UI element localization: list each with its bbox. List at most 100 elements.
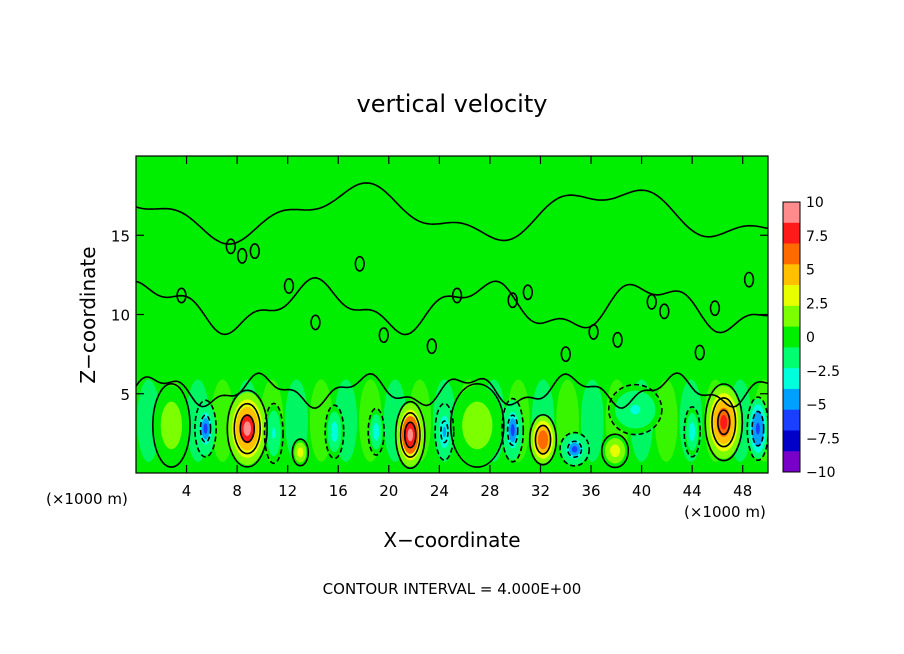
velocity-cell-layer	[442, 426, 447, 438]
contour-ring	[403, 421, 417, 449]
contour-ring	[291, 438, 310, 467]
contour-line	[136, 372, 768, 409]
colorbar-tick-label: −2.5	[806, 364, 840, 380]
x-unit-right: (×1000 m)	[684, 503, 766, 521]
velocity-cell-layer	[472, 417, 483, 434]
contour-ring	[507, 292, 518, 309]
contour-ring	[501, 397, 525, 463]
contour-ring	[522, 284, 534, 301]
colorbar-segment	[783, 305, 800, 328]
contour-ring	[263, 402, 284, 465]
velocity-cell-layer	[407, 428, 414, 442]
contour-ring	[588, 324, 599, 340]
colorbar-tick-label: −7.5	[806, 431, 840, 447]
x-tick-label: 24	[430, 482, 449, 500]
contour-ring	[566, 440, 583, 458]
contour-ring	[751, 410, 765, 447]
velocity-cell-layer	[755, 422, 760, 435]
contour-ring	[434, 402, 455, 461]
contour-ring	[378, 327, 389, 344]
contour-ring	[249, 243, 261, 260]
y-tick-label: 15	[111, 227, 130, 245]
x-unit-left: (×1000 m)	[46, 490, 128, 508]
velocity-cell-layer	[510, 424, 515, 437]
colorbar-segment	[783, 222, 800, 245]
contour-ring	[236, 247, 248, 264]
colorbar-tick-label: 7.5	[806, 229, 828, 245]
velocity-cell-layer	[612, 447, 618, 454]
contour-ring	[354, 255, 365, 272]
velocity-cell-layer	[374, 427, 378, 437]
contour-ring	[399, 411, 421, 458]
contour-ring	[559, 431, 591, 467]
colorbar-tick-label: −10	[806, 465, 836, 481]
contour-lines	[136, 182, 768, 470]
velocity-cell-layer	[203, 423, 208, 435]
contour-ring	[600, 433, 630, 469]
x-tick-label: 16	[329, 482, 348, 500]
contour-line	[136, 182, 768, 245]
velocity-cell-layer	[630, 404, 641, 415]
contour-ring	[646, 293, 657, 310]
colorbar-tick-label: 10	[806, 195, 824, 211]
velocity-cell-layer	[332, 426, 337, 437]
contour-ring	[194, 399, 217, 458]
contour-ring	[528, 413, 558, 466]
velocity-cell-layer	[571, 446, 578, 453]
contour-ring	[440, 420, 449, 444]
colorbar-tick-label: 0	[806, 330, 815, 346]
velocity-cell-layer	[690, 427, 694, 437]
velocity-cell-layer	[243, 421, 252, 436]
colorbar-segment	[783, 451, 800, 473]
colorbar-frame	[782, 201, 801, 473]
velocity-cell-layer	[540, 434, 546, 445]
x-tick-label: 44	[683, 482, 702, 500]
velocity-cell-layer	[167, 417, 175, 434]
velocity-cell-layer	[272, 427, 276, 440]
chart-title: vertical velocity	[357, 90, 548, 118]
y-tick-label: 10	[111, 307, 130, 325]
contour-ring	[607, 383, 663, 436]
colorbar-segment	[783, 368, 800, 390]
contour-ring	[743, 271, 755, 288]
contour-ring	[449, 383, 505, 468]
contour-ring	[717, 409, 731, 436]
contour-ring	[659, 303, 670, 320]
contour-ring	[683, 406, 701, 458]
colorbar-segment	[783, 202, 800, 224]
contour-ring	[709, 300, 721, 317]
contour-ring	[394, 400, 426, 470]
contour-ring	[451, 287, 463, 304]
colorbar-segment	[783, 243, 800, 265]
colorbar-tick-label: 2.5	[806, 296, 828, 312]
contour-ring	[534, 424, 552, 455]
colorbar-ticks: 10 7.5 5 2.5 0 −2.5 −5 −7.5 −10	[806, 195, 840, 481]
x-tick-label: 40	[632, 482, 651, 500]
velocity-cell-layer	[720, 414, 728, 430]
contour-ring	[506, 414, 519, 447]
contour-ring	[426, 338, 437, 355]
colorbar-segment	[783, 388, 800, 411]
y-axis-label: Z−coordinate	[76, 246, 100, 383]
band	[654, 379, 678, 462]
colorbar-segment	[783, 409, 800, 431]
velocity-cell-layer	[298, 449, 302, 455]
contour-ring	[711, 397, 737, 448]
colorbar-tick-label: −5	[806, 398, 827, 414]
y-axis-ticks: 5 10 15	[111, 227, 768, 404]
contour-ring	[694, 344, 705, 361]
contour-ring	[283, 278, 295, 294]
contour-ring	[199, 414, 212, 443]
x-tick-label: 28	[480, 482, 499, 500]
colorbar-segment	[783, 285, 800, 307]
contour-ring	[239, 414, 256, 443]
contour-ring	[612, 331, 623, 348]
contour-ring	[233, 402, 262, 455]
colorbar-segment	[783, 347, 800, 369]
x-tick-label: 36	[581, 482, 600, 500]
x-tick-label: 32	[531, 482, 550, 500]
x-axis-label: X−coordinate	[383, 528, 520, 552]
colorbar	[782, 201, 801, 473]
contour-ring	[176, 287, 187, 304]
